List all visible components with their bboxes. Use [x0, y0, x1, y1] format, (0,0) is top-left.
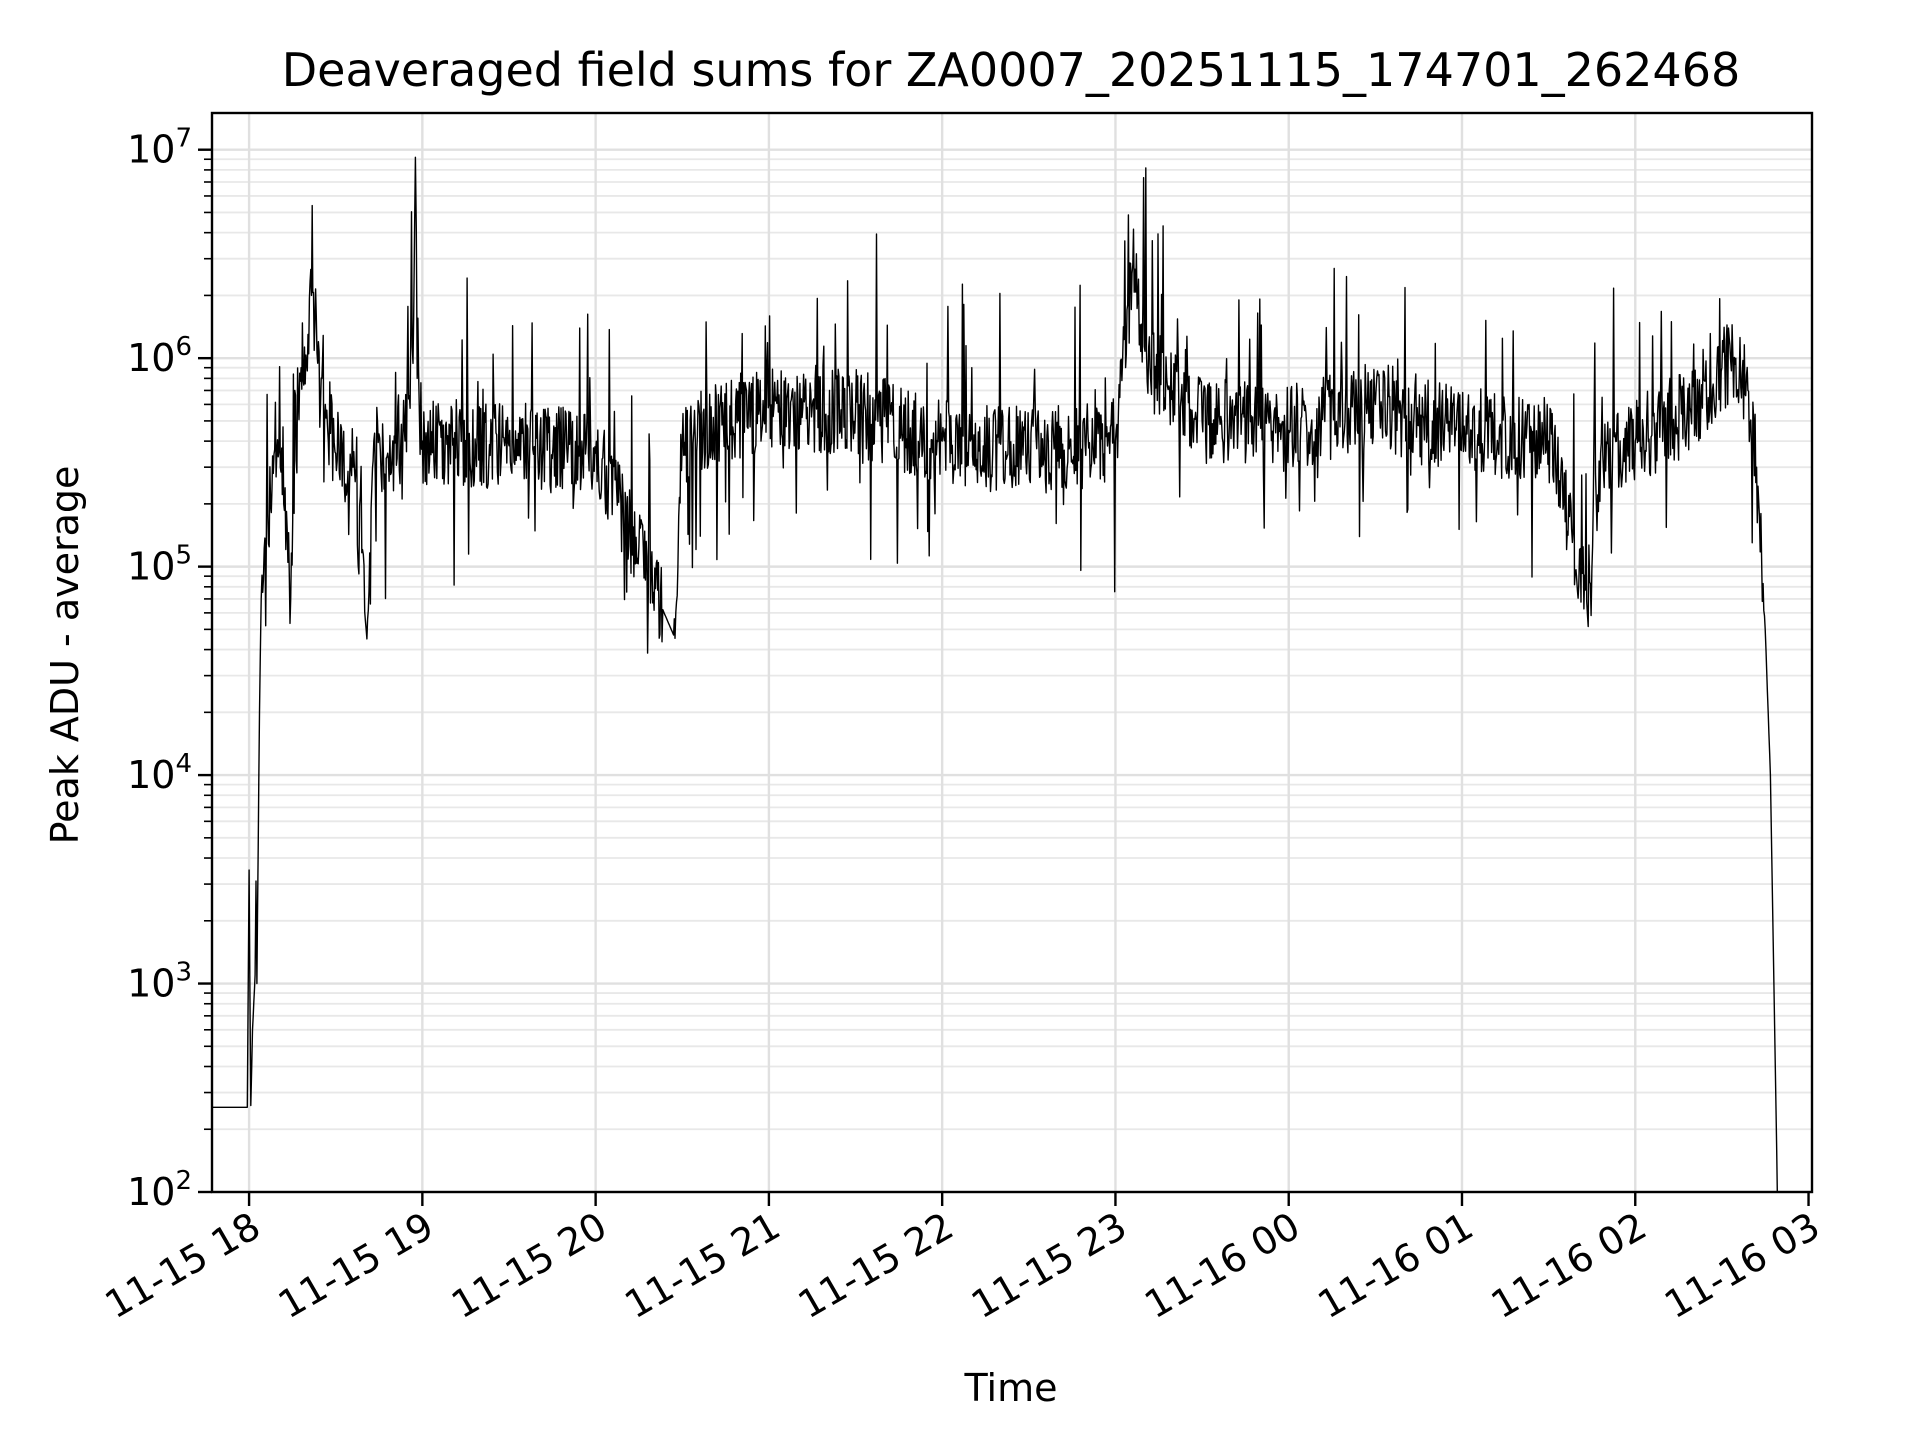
y-tick-base: 10 — [127, 962, 175, 1006]
grid-lines — [212, 113, 1812, 1194]
y-tick-label: 106 — [127, 332, 192, 380]
y-axis-label: Peak ADU - average — [43, 466, 87, 845]
y-tick-exponent: 4 — [175, 749, 192, 779]
y-tick-exponent: 2 — [175, 1166, 192, 1196]
y-tick-label: 105 — [127, 541, 192, 589]
y-tick-exponent: 6 — [175, 332, 192, 362]
y-tick-exponent: 5 — [175, 541, 192, 571]
series-line — [212, 156, 1778, 1193]
chart-title: Deaveraged field sums for ZA0007_2025111… — [282, 43, 1741, 97]
plot-frame — [210, 111, 1814, 1194]
y-tick-exponent: 7 — [175, 124, 192, 154]
y-tick-base: 10 — [127, 545, 175, 589]
y-tick-label: 102 — [127, 1166, 192, 1214]
y-tick-label: 107 — [127, 124, 192, 172]
series-layer — [212, 156, 1778, 1193]
x-axis-label: Time — [964, 1366, 1058, 1410]
y-tick-label: 104 — [127, 749, 192, 797]
y-tick-exponent: 3 — [175, 958, 192, 988]
y-tick-base: 10 — [127, 1170, 175, 1214]
y-tick-label: 103 — [127, 958, 192, 1006]
y-tick-base: 10 — [127, 128, 175, 172]
y-tick-base: 10 — [127, 336, 175, 380]
y-tick-base: 10 — [127, 753, 175, 797]
